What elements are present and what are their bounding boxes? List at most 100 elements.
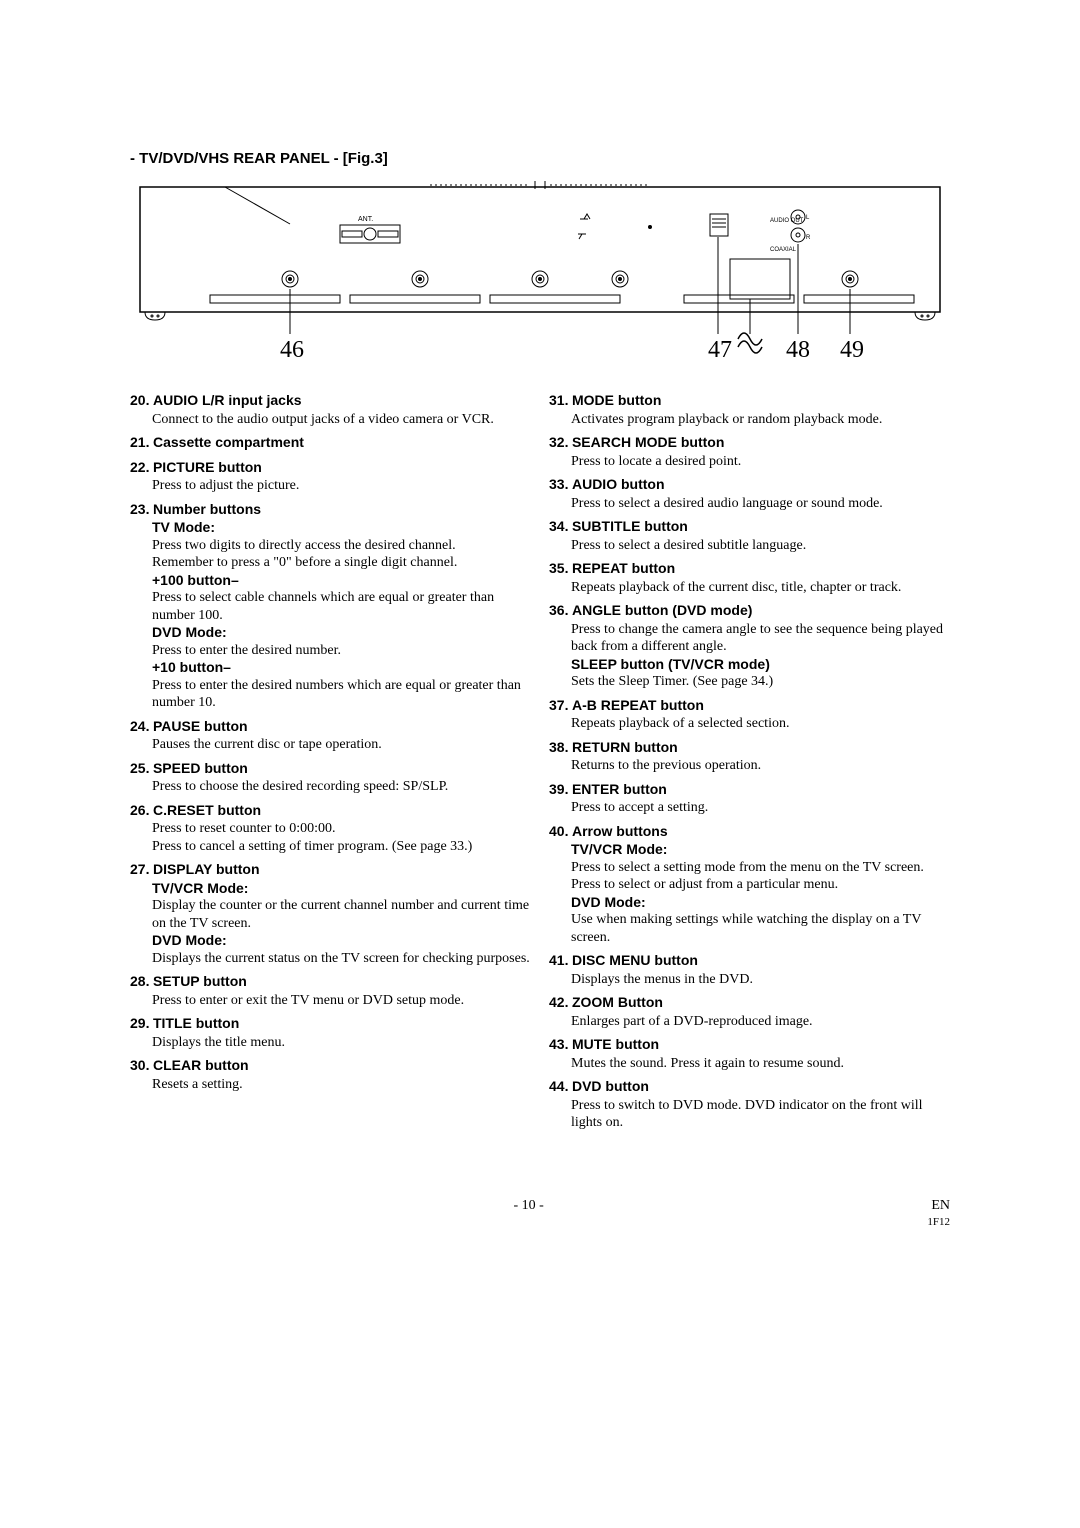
item-number: 22. (130, 459, 149, 475)
coax-label: COAXIAL (770, 247, 797, 253)
item-label: CLEAR button (153, 1057, 249, 1073)
item-43: 43. MUTE button Mutes the sound. Press i… (549, 1036, 950, 1072)
sleep-desc: Sets the Sleep Timer. (See page 34.) (571, 673, 950, 691)
item-desc: Press to enter or exit the TV menu or DV… (152, 992, 531, 1010)
item-33: 33. AUDIO button Press to select a desir… (549, 476, 950, 512)
item-label: RETURN button (572, 739, 678, 755)
item-label: DISC MENU button (572, 952, 698, 968)
item-37: 37. A-B REPEAT button Repeats playback o… (549, 697, 950, 733)
item-label: ANGLE button (DVD mode) (572, 602, 752, 618)
callout-47: 47 (708, 337, 732, 363)
tv-mode-desc: Remember to press a "0" before a single … (152, 554, 531, 572)
tv-mode-label: TV Mode: (152, 519, 531, 537)
item-desc: Activates program playback or random pla… (571, 411, 950, 429)
item-number: 26. (130, 802, 149, 818)
item-21: 21. Cassette compartment (130, 434, 531, 453)
item-desc: Press to locate a desired point. (571, 453, 950, 471)
manual-page: - TV/DVD/VHS REAR PANEL - [Fig.3] ANT. (0, 0, 1080, 1290)
item-42: 42. ZOOM Button Enlarges part of a DVD-r… (549, 994, 950, 1030)
plus100-desc: Press to select cable channels which are… (152, 589, 531, 624)
item-20: 20. AUDIO L/R input jacks Connect to the… (130, 392, 531, 428)
item-label: C.RESET button (153, 802, 261, 818)
plus100-label: +100 button– (152, 572, 531, 590)
item-desc: Connect to the audio output jacks of a v… (152, 411, 531, 429)
item-desc: Resets a setting. (152, 1076, 531, 1094)
item-desc: Enlarges part of a DVD-reproduced image. (571, 1013, 950, 1031)
item-label: TITLE button (153, 1015, 239, 1031)
item-label: A-B REPEAT button (572, 697, 704, 713)
item-label: Cassette compartment (153, 434, 304, 450)
item-number: 38. (549, 739, 568, 755)
item-number: 43. (549, 1036, 568, 1052)
item-number: 41. (549, 952, 568, 968)
item-desc: Press to accept a setting. (571, 799, 950, 817)
item-desc: Press to reset counter to 0:00:00. (152, 820, 531, 838)
dvd-label: DVD Mode: (152, 932, 531, 950)
item-number: 31. (549, 392, 568, 408)
rear-panel-diagram: ANT. AUDIO OUT L R COAXIAL (130, 179, 950, 379)
item-number: 36. (549, 602, 568, 618)
item-number: 23. (130, 501, 149, 517)
item-label: ENTER button (572, 781, 667, 797)
item-desc: Press to select a desired subtitle langu… (571, 537, 950, 555)
item-desc: Repeats playback of the current disc, ti… (571, 579, 950, 597)
item-number: 24. (130, 718, 149, 734)
dvd-mode-desc: Press to enter the desired number. (152, 642, 531, 660)
item-label: ZOOM Button (572, 994, 663, 1010)
item-desc: Mutes the sound. Press it again to resum… (571, 1055, 950, 1073)
item-label: AUDIO button (572, 476, 665, 492)
item-number: 21. (130, 434, 149, 450)
sleep-label: SLEEP button (TV/VCR mode) (571, 656, 950, 674)
item-desc: Returns to the previous operation. (571, 757, 950, 775)
item-number: 20. (130, 392, 149, 408)
plus10-desc: Press to enter the desired numbers which… (152, 677, 531, 712)
doc-code: 1F12 (927, 1216, 950, 1228)
item-number: 33. (549, 476, 568, 492)
item-41: 41. DISC MENU button Displays the menus … (549, 952, 950, 988)
item-label: AUDIO L/R input jacks (153, 392, 302, 408)
item-26: 26. C.RESET button Press to reset counte… (130, 802, 531, 856)
page-number: - 10 - (514, 1198, 544, 1230)
item-desc: Press to select a desired audio language… (571, 495, 950, 513)
item-number: 32. (549, 434, 568, 450)
callout-49: 49 (840, 337, 864, 363)
content-columns: 20. AUDIO L/R input jacks Connect to the… (130, 392, 950, 1138)
item-desc: Press to change the camera angle to see … (571, 621, 950, 656)
item-number: 40. (549, 823, 568, 839)
item-desc: Displays the menus in the DVD. (571, 971, 950, 989)
callout-48: 48 (786, 337, 810, 363)
item-36: 36. ANGLE button (DVD mode) Press to cha… (549, 602, 950, 691)
item-number: 42. (549, 994, 568, 1010)
item-desc: Displays the title menu. (152, 1034, 531, 1052)
item-label: PICTURE button (153, 459, 262, 475)
item-number: 27. (130, 861, 149, 877)
item-number: 28. (130, 973, 149, 989)
item-34: 34. SUBTITLE button Press to select a de… (549, 518, 950, 554)
item-number: 30. (130, 1057, 149, 1073)
dvd-desc: Displays the current status on the TV sc… (152, 950, 531, 968)
dvd-label: DVD Mode: (571, 894, 950, 912)
item-label: PAUSE button (153, 718, 248, 734)
item-22: 22. PICTURE button Press to adjust the p… (130, 459, 531, 495)
item-number: 34. (549, 518, 568, 534)
item-label: DISPLAY button (153, 861, 260, 877)
item-desc: Repeats playback of a selected section. (571, 715, 950, 733)
item-desc: Press to choose the desired recording sp… (152, 778, 531, 796)
item-label: SETUP button (153, 973, 247, 989)
item-38: 38. RETURN button Returns to the previou… (549, 739, 950, 775)
lang-code: EN (931, 1198, 950, 1213)
page-footer: - 10 - EN 1F12 (130, 1198, 950, 1230)
right-column: 31. MODE button Activates program playba… (549, 392, 950, 1138)
item-desc: Press to cancel a setting of timer progr… (152, 838, 531, 856)
tv-mode-desc: Press two digits to directly access the … (152, 537, 531, 555)
callout-46: 46 (280, 337, 304, 363)
item-number: 37. (549, 697, 568, 713)
item-label: Number buttons (153, 501, 261, 517)
item-39: 39. ENTER button Press to accept a setti… (549, 781, 950, 817)
item-label: SUBTITLE button (572, 518, 688, 534)
item-28: 28. SETUP button Press to enter or exit … (130, 973, 531, 1009)
item-40: 40. Arrow buttons TV/VCR Mode: Press to … (549, 823, 950, 947)
left-column: 20. AUDIO L/R input jacks Connect to the… (130, 392, 531, 1138)
item-desc: Press to switch to DVD mode. DVD indicat… (571, 1097, 950, 1132)
item-25: 25. SPEED button Press to choose the des… (130, 760, 531, 796)
